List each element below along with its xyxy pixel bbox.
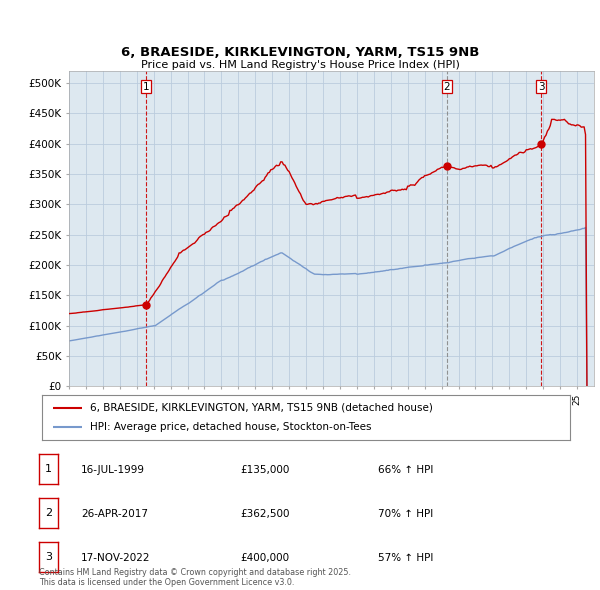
Text: 2: 2: [443, 82, 451, 92]
Text: 17-NOV-2022: 17-NOV-2022: [81, 553, 151, 563]
Text: £400,000: £400,000: [240, 553, 289, 563]
Text: 1: 1: [143, 82, 149, 92]
Text: 1: 1: [45, 464, 52, 474]
Text: 66% ↑ HPI: 66% ↑ HPI: [378, 465, 433, 475]
Text: 16-JUL-1999: 16-JUL-1999: [81, 465, 145, 475]
Text: Price paid vs. HM Land Registry's House Price Index (HPI): Price paid vs. HM Land Registry's House …: [140, 60, 460, 70]
Text: HPI: Average price, detached house, Stockton-on-Tees: HPI: Average price, detached house, Stoc…: [89, 422, 371, 432]
Text: 26-APR-2017: 26-APR-2017: [81, 509, 148, 519]
Text: 2: 2: [45, 508, 52, 518]
Text: 57% ↑ HPI: 57% ↑ HPI: [378, 553, 433, 563]
Text: 6, BRAESIDE, KIRKLEVINGTON, YARM, TS15 9NB: 6, BRAESIDE, KIRKLEVINGTON, YARM, TS15 9…: [121, 46, 479, 59]
Text: Contains HM Land Registry data © Crown copyright and database right 2025.
This d: Contains HM Land Registry data © Crown c…: [39, 568, 351, 587]
Text: 70% ↑ HPI: 70% ↑ HPI: [378, 509, 433, 519]
Text: 3: 3: [538, 82, 544, 92]
Text: 6, BRAESIDE, KIRKLEVINGTON, YARM, TS15 9NB (detached house): 6, BRAESIDE, KIRKLEVINGTON, YARM, TS15 9…: [89, 403, 433, 412]
Text: £362,500: £362,500: [240, 509, 290, 519]
Text: 3: 3: [45, 552, 52, 562]
Text: £135,000: £135,000: [240, 465, 289, 475]
